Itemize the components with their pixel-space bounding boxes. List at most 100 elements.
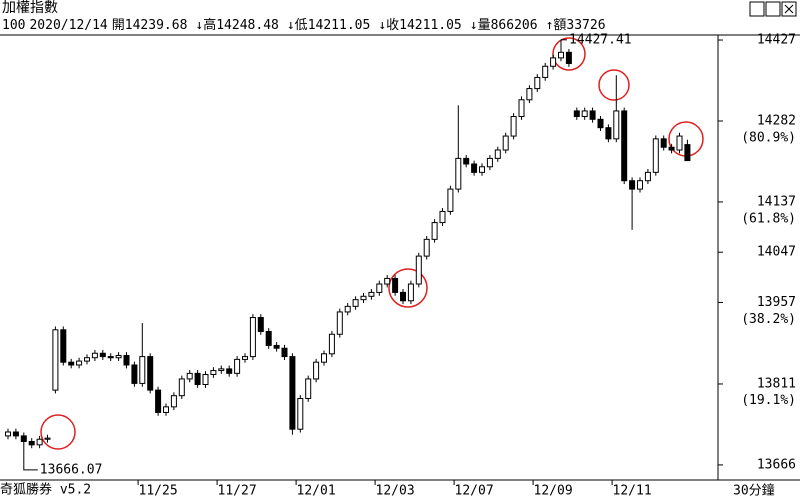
candle-body [360, 295, 367, 301]
y-tick-label: 14282 [757, 113, 796, 128]
date: 2020/12/14 [29, 18, 108, 33]
info-item: ↓量866206 [470, 18, 542, 33]
candle-body [5, 431, 11, 437]
candle-body [194, 372, 201, 386]
info-item: ↑額33726 [546, 18, 610, 33]
candle-body [20, 435, 27, 442]
info-item: ↓收14211.05 [378, 18, 465, 33]
info-label: ↓低 [286, 18, 308, 33]
fib-label: (19.1%) [741, 393, 796, 408]
candle-body [494, 149, 501, 159]
info-value: 866206 [490, 18, 538, 33]
max-label: 14427.41 [569, 32, 632, 47]
candle-body [84, 357, 90, 362]
candle-body [573, 110, 580, 118]
candle-body [210, 370, 217, 375]
x-tick-label: 12/11 [613, 484, 652, 499]
fib-label: (80.9%) [741, 130, 796, 145]
candle-body [202, 373, 209, 386]
candle-body [431, 222, 438, 240]
candle-body [336, 311, 343, 335]
candle-body [226, 368, 233, 374]
candle-body [518, 99, 525, 118]
candle-body [131, 364, 138, 384]
y-tick-label: 13957 [757, 295, 796, 310]
x-tick-label: 12/09 [534, 484, 573, 499]
y-tick-label: 13811 [757, 376, 796, 391]
candle-body [289, 356, 296, 430]
window-button[interactable] [749, 1, 765, 17]
candle-body [660, 138, 667, 148]
candle-body [91, 352, 98, 359]
info-label: ↓高 [195, 18, 217, 33]
info-value: 14211.05 [399, 18, 462, 33]
info-label: ↑額 [545, 18, 567, 33]
candle-body [305, 378, 312, 399]
candle-body [107, 356, 114, 359]
candle-body [605, 127, 612, 140]
candle-body [455, 157, 462, 190]
candle-body [479, 166, 485, 173]
candle-body [115, 354, 122, 359]
y-tick-label: 14427 [757, 33, 796, 48]
candle-body [644, 171, 651, 182]
candle-body [565, 51, 572, 64]
candle-body [558, 51, 564, 59]
candle-body [155, 389, 162, 413]
candle-body [463, 157, 470, 165]
candle-body [534, 76, 541, 90]
candle-body [652, 138, 659, 173]
candle-body [629, 180, 636, 190]
candle-body [321, 353, 327, 363]
candle-body [234, 358, 241, 374]
candle-body [550, 57, 557, 67]
candle-body [368, 291, 375, 297]
candle-body [273, 344, 280, 349]
info-item: ↓高14248.48 [195, 18, 282, 33]
candle-body [392, 277, 399, 293]
candle-body [218, 368, 225, 372]
candle-body [68, 361, 75, 366]
candle-body [352, 299, 359, 307]
candle-body [676, 135, 683, 151]
candle-body [328, 333, 335, 355]
candle-body [265, 330, 272, 346]
y-tick-label: 14137 [757, 194, 796, 209]
x-tick-label: 12/03 [376, 484, 415, 499]
candle-body [400, 291, 406, 302]
info-value: 14248.48 [216, 18, 279, 33]
candle-body [76, 360, 83, 366]
candle-body [257, 317, 264, 332]
candle-body [597, 118, 604, 129]
candle-body [12, 431, 19, 437]
candle-body [621, 110, 628, 182]
candle-body [186, 372, 193, 380]
info-label: ↓收 [378, 18, 400, 33]
candle-body [170, 395, 177, 408]
circle [388, 268, 428, 308]
brand: 奇狐勝券 v5.2 [0, 482, 91, 498]
candle-body [613, 110, 620, 140]
candle-body [178, 378, 185, 397]
candle-body [637, 180, 643, 190]
candle-body [281, 347, 288, 358]
candle-body [542, 65, 549, 78]
circle [40, 414, 76, 450]
period[interactable]: 30分鐘 [733, 483, 775, 499]
candle-body [163, 406, 169, 413]
title: 加權指數 [2, 0, 58, 16]
circle [598, 69, 630, 101]
info-label: ↓量 [469, 18, 491, 33]
candle-body [384, 277, 391, 285]
window-button[interactable] [765, 1, 781, 17]
candle-body [28, 440, 35, 446]
candle-body [99, 352, 106, 358]
candle-body [36, 438, 43, 446]
code: 100 [2, 18, 26, 33]
close-icon [784, 4, 794, 14]
candle-body [668, 146, 675, 151]
info-item: ↓低14211.05 [287, 18, 374, 33]
candle-body [313, 361, 320, 380]
info-item: 開14239.68 [112, 18, 192, 33]
